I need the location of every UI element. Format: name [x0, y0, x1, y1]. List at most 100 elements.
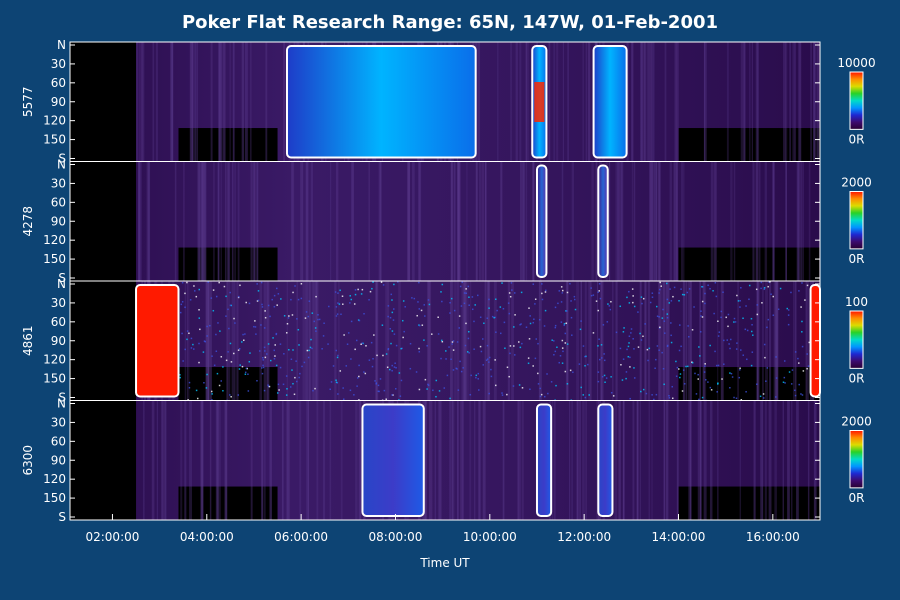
emission-streak — [482, 400, 486, 520]
noise-point — [257, 290, 260, 292]
emission-streak — [710, 161, 714, 281]
emission-streak — [475, 161, 478, 281]
noise-point — [715, 295, 718, 298]
noise-point — [529, 315, 531, 317]
emission-streak — [768, 281, 772, 401]
emission-streak — [776, 281, 779, 401]
emission-streak — [200, 161, 204, 281]
noise-point — [620, 364, 622, 366]
y-tick-label: 150 — [43, 491, 66, 505]
emission-streak — [475, 161, 478, 281]
noise-point — [219, 330, 221, 332]
noise-point — [387, 315, 389, 318]
noise-point — [244, 333, 246, 335]
emission-streak — [600, 281, 602, 401]
emission-streak — [813, 42, 816, 162]
emission-streak — [651, 400, 653, 520]
emission-streak — [456, 161, 459, 281]
noise-point — [503, 321, 506, 324]
emission-streak — [351, 161, 354, 281]
noise-point — [637, 311, 639, 313]
noise-point — [482, 338, 484, 340]
noise-point — [584, 396, 587, 399]
noise-point — [561, 289, 564, 292]
emission-streak — [138, 161, 140, 281]
emission-streak — [632, 400, 635, 520]
noise-point — [286, 323, 289, 325]
emission-streak — [704, 42, 706, 162]
emission-streak — [355, 400, 358, 520]
emission-streak — [174, 161, 177, 281]
noise-point — [346, 343, 349, 345]
noise-point — [304, 317, 307, 319]
noise-point — [520, 323, 522, 325]
noise-point — [566, 291, 569, 294]
noise-point — [800, 393, 802, 395]
noise-point — [662, 308, 664, 311]
emission-streak — [760, 400, 763, 520]
emission-streak — [681, 161, 683, 281]
emission-streak — [764, 400, 767, 520]
noise-point — [453, 309, 456, 312]
noise-point — [342, 398, 345, 400]
noise-point — [327, 343, 329, 345]
noise-point — [468, 352, 470, 354]
noise-point — [695, 393, 698, 395]
emission-streak — [755, 281, 759, 401]
noise-point — [750, 317, 753, 320]
x-tick-label: 12:00:00 — [557, 530, 611, 544]
noise-point — [360, 293, 363, 295]
emission-streak — [457, 400, 459, 520]
panel-4861: N 30 60 90 120 150 S 4861 100 0R — [21, 277, 868, 405]
emission-streak — [703, 42, 706, 162]
noise-point — [358, 319, 361, 322]
noise-point — [488, 307, 490, 309]
noise-point — [534, 357, 537, 360]
noise-point — [341, 295, 344, 297]
emission-streak — [519, 42, 522, 162]
noise-point — [554, 306, 557, 309]
noise-point — [202, 351, 205, 353]
noise-point — [764, 356, 766, 359]
emission-streak — [517, 400, 520, 520]
noise-point — [271, 298, 273, 301]
emission-streak — [591, 161, 594, 281]
y-tick-label: N — [57, 38, 66, 52]
noise-point — [784, 382, 786, 384]
noise-point — [565, 322, 568, 325]
noise-point — [744, 328, 747, 331]
noise-point — [804, 299, 806, 301]
bright-region — [597, 403, 614, 517]
noise-point — [532, 321, 534, 324]
emission-streak — [576, 400, 579, 520]
mask-block — [178, 128, 278, 162]
colorbar-max-label: 100 — [845, 295, 868, 309]
emission-streak — [450, 161, 454, 281]
noise-point — [599, 297, 602, 300]
noise-point — [399, 395, 402, 397]
noise-point — [336, 382, 339, 384]
emission-streak — [478, 400, 481, 520]
emission-streak — [449, 400, 452, 520]
emission-streak — [631, 42, 634, 162]
noise-point — [720, 316, 722, 319]
emission-streak — [450, 281, 454, 401]
emission-streak — [765, 161, 768, 281]
emission-streak — [412, 161, 415, 281]
noise-point — [679, 373, 682, 375]
noise-point — [379, 378, 382, 380]
emission-streak — [596, 281, 599, 401]
emission-streak — [305, 161, 308, 281]
noise-point — [691, 329, 694, 331]
noise-point — [247, 390, 250, 392]
noise-point — [371, 365, 374, 368]
emission-streak — [234, 281, 236, 401]
emission-streak — [520, 161, 522, 281]
emission-streak — [207, 281, 210, 401]
noise-point — [712, 290, 714, 292]
noise-point — [705, 379, 707, 381]
emission-streak — [556, 42, 559, 162]
noise-point — [475, 374, 478, 377]
mask-block — [178, 367, 278, 401]
panel-5577: N 30 60 90 120 150 S 5577 10000 0R — [21, 38, 876, 166]
